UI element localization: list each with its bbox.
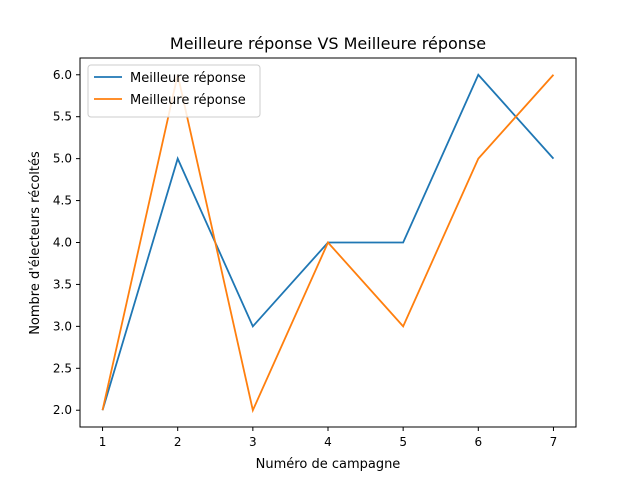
y-tick-label: 5.5 (53, 110, 72, 124)
x-tick-label: 4 (324, 435, 332, 449)
x-tick-label: 2 (174, 435, 182, 449)
y-tick-label: 3.5 (53, 277, 72, 291)
x-tick-label: 1 (99, 435, 107, 449)
y-tick-label: 3.0 (53, 319, 72, 333)
x-axis-ticks: 1 2 3 4 5 6 7 (99, 427, 558, 449)
series-line-2 (101, 74, 555, 414)
series-layer (101, 73, 555, 414)
x-tick-label: 6 (474, 435, 482, 449)
legend-box (87, 64, 261, 118)
legend-label: Meilleure réponse (130, 93, 246, 108)
x-tick-label: 7 (550, 435, 558, 449)
chart-title: Meilleure réponse VS Meilleure réponse (170, 34, 486, 53)
x-axis-label: Numéro de campagne (256, 457, 401, 472)
y-axis-label: Nombre d'électeurs récoltés (28, 151, 43, 335)
x-tick-label: 5 (399, 435, 407, 449)
y-tick-label: 4.0 (53, 236, 72, 250)
legend: Meilleure réponse Meilleure réponse (87, 64, 261, 118)
x-tick-label: 3 (249, 435, 257, 449)
legend-label: Meilleure réponse (130, 71, 246, 86)
y-tick-label: 5.0 (53, 152, 72, 166)
y-tick-label: 6.0 (53, 68, 72, 82)
y-tick-label: 4.5 (53, 194, 72, 208)
y-tick-label: 2.5 (53, 361, 72, 375)
y-axis-ticks: 2.0 2.5 3.0 3.5 4.0 4.5 5.0 5.5 6.0 (53, 68, 80, 417)
y-tick-label: 2.0 (53, 403, 72, 417)
